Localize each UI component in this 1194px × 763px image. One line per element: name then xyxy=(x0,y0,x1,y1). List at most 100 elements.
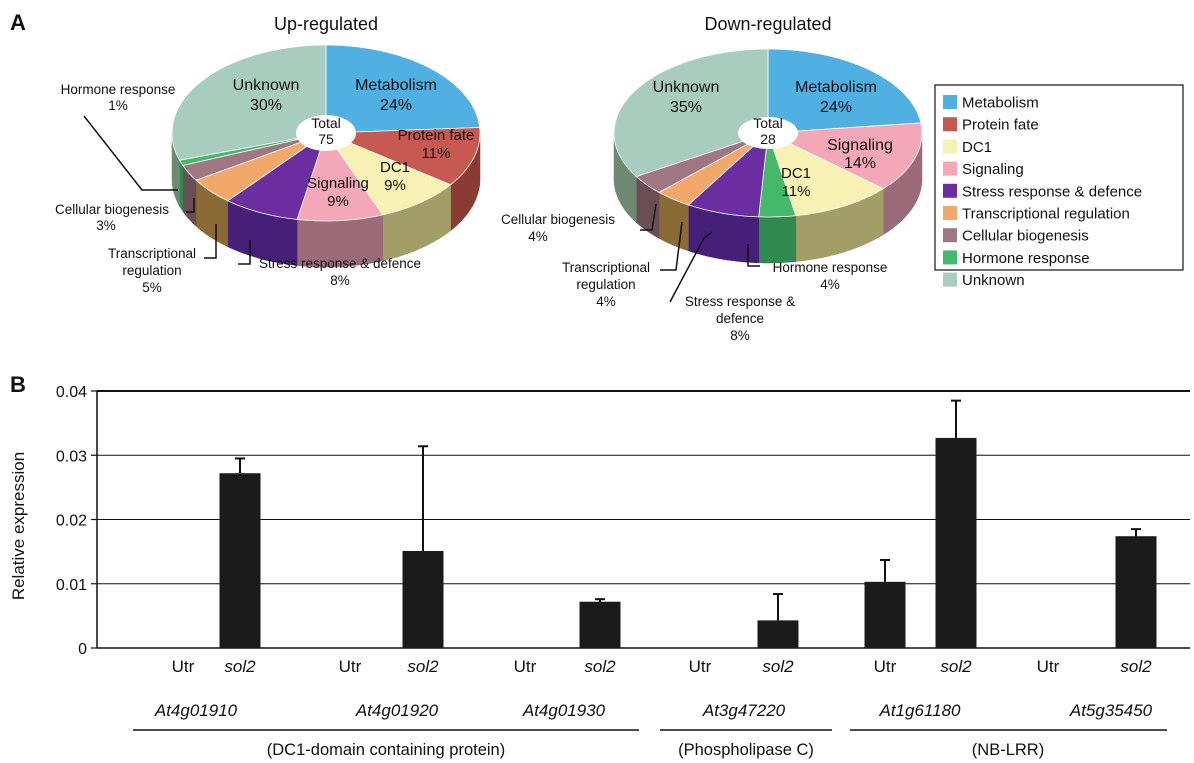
callout-line-transcriptional xyxy=(204,224,217,259)
pie-center-total-label: Total xyxy=(311,115,341,131)
callout-cellular-biogenesis: Cellular biogenesis xyxy=(501,212,615,227)
callout-line-stress xyxy=(669,231,713,303)
bar-sol2-1 xyxy=(219,473,261,648)
category-label-utr: Utr xyxy=(514,657,537,676)
category-label-utr: Utr xyxy=(172,657,195,676)
bar-sol2-11 xyxy=(1115,536,1157,648)
slice-pct-dc1: 9% xyxy=(384,177,406,194)
callout-line-cellular xyxy=(186,198,195,213)
callout-transcriptional-2: regulation xyxy=(576,277,635,292)
callout-transcriptional-1: Transcriptional xyxy=(562,260,650,275)
legend-swatch-signaling xyxy=(943,161,957,176)
legend-label-cellular-biogenesis: Cellular biogenesis xyxy=(962,228,1089,245)
slice-pct-signaling: 9% xyxy=(327,193,349,210)
slice-pct-metabolism: 24% xyxy=(820,99,852,116)
slice-label-unknown: Unknown xyxy=(653,79,720,96)
legend-swatch-dc1 xyxy=(943,139,957,154)
category-label-sol2: sol2 xyxy=(762,657,794,676)
panel-letter-a: A xyxy=(10,10,26,35)
slice-label-dc1: DC1 xyxy=(781,165,811,182)
legend-label-metabolism: Metabolism xyxy=(962,95,1039,112)
callout-hormone-response: Hormone response xyxy=(773,260,888,275)
pie-center-hole xyxy=(296,115,356,151)
pie-slice-dc1 xyxy=(324,132,452,216)
bar-sol2-5 xyxy=(579,601,621,648)
pie-slice-hormone-response xyxy=(178,132,327,166)
slice-pct-unknown: 30% xyxy=(250,97,282,114)
callout-line-cellular xyxy=(640,203,657,231)
pie-slice-metabolism xyxy=(767,48,922,134)
slice-label-signaling: Signaling xyxy=(827,137,893,154)
slice-pct-protein-fate: 11% xyxy=(422,145,451,162)
pie-slice-cellular-biogenesis xyxy=(182,132,327,181)
pie-slice-unknown xyxy=(613,48,769,177)
legend-swatch-hormone-response xyxy=(943,250,957,265)
legend-swatch-unknown xyxy=(943,272,957,287)
legend-label-transcriptional-regulation: Transcriptional regulation xyxy=(962,206,1130,223)
category-label-utr: Utr xyxy=(339,657,362,676)
callout-line-stress xyxy=(238,240,251,265)
pie-chart-up-regulated: Up-regulated Total 75 Metabolism 24% Unk… xyxy=(55,14,481,295)
pie-slice-metabolism xyxy=(325,44,481,134)
group-label-phospholipase-c: (Phospholipase C) xyxy=(678,741,814,759)
bar-sol2-9 xyxy=(935,437,977,648)
slice-label-signaling: Signaling xyxy=(307,175,369,192)
slice-label-metabolism: Metabolism xyxy=(795,79,877,96)
pie-center-hole xyxy=(738,117,798,149)
category-label-sol2: sol2 xyxy=(940,657,972,676)
callout-cellular-biogenesis-pct: 3% xyxy=(96,218,116,233)
pie-slice-stress-response-defence xyxy=(687,131,769,218)
legend: Metabolism Protein fate DC1 Signaling Stress… xyxy=(934,84,1184,289)
callout-transcriptional-pct: 5% xyxy=(142,280,162,295)
legend-swatch-metabolism xyxy=(943,95,957,109)
y-tick-label: 0.03 xyxy=(56,448,87,465)
category-label-utr: Utr xyxy=(1037,657,1060,676)
y-axis-label: Relative expression xyxy=(9,452,28,600)
slice-label-metabolism: Metabolism xyxy=(355,77,437,94)
callout-stress-pct: 8% xyxy=(730,328,750,343)
pie-slice-hormone-response xyxy=(758,132,797,218)
pie-slice-transcriptional-regulation xyxy=(658,132,769,206)
panel-letter-b: B xyxy=(10,372,26,397)
y-tick-label: 0.02 xyxy=(56,513,87,530)
pie-side-hormone-response xyxy=(179,160,184,212)
legend-swatch-transcriptional-regulation xyxy=(943,206,957,220)
pie-slice-signaling xyxy=(766,122,923,190)
group-label-nb-lrr: (NB-LRR) xyxy=(972,741,1044,759)
callout-stress-pct: 8% xyxy=(330,273,350,288)
callout-stress-1: Stress response & xyxy=(685,294,795,309)
slice-label-protein-fate: Protein fate xyxy=(398,127,475,144)
slice-pct-unknown: 35% xyxy=(670,99,702,116)
callout-stress-2: defence xyxy=(716,311,764,326)
y-tick-label: 0.04 xyxy=(56,384,87,401)
y-tick-label: 0.01 xyxy=(56,577,87,594)
pie-title-up: Up-regulated xyxy=(274,14,378,34)
pie-slice-unknown xyxy=(171,44,327,161)
pie-title-down: Down-regulated xyxy=(704,14,831,34)
callout-line-hormone xyxy=(83,115,178,191)
y-tick-label: 0 xyxy=(78,641,87,658)
gene-label-at5g35450: At5g35450 xyxy=(1069,701,1153,720)
category-label-sol2: sol2 xyxy=(584,657,616,676)
gene-label-at4g01930: At4g01930 xyxy=(522,701,606,720)
legend-frame xyxy=(934,84,1184,271)
category-label-sol2: sol2 xyxy=(407,657,439,676)
legend-label-hormone-response: Hormone response xyxy=(962,250,1090,267)
callout-cellular-biogenesis-pct: 4% xyxy=(528,229,548,244)
gene-label-at4g01910: At4g01910 xyxy=(154,701,238,720)
slice-pct-signaling: 14% xyxy=(844,155,876,172)
category-label-utr: Utr xyxy=(874,657,897,676)
callout-stress: Stress response & defence xyxy=(259,256,421,271)
legend-label-protein-fate: Protein fate xyxy=(962,117,1039,134)
legend-swatch-cellular-biogenesis xyxy=(943,228,957,243)
pie-slice-transcriptional-regulation xyxy=(195,132,327,202)
legend-label-signaling: Signaling xyxy=(962,161,1024,178)
bar-utr-8 xyxy=(864,581,906,648)
callout-transcriptional-2: regulation xyxy=(122,263,181,278)
gene-label-at3g47220: At3g47220 xyxy=(702,701,786,720)
callout-hormone-response: Hormone response xyxy=(61,82,176,97)
bar-sol2-7 xyxy=(757,620,799,648)
group-label-dc1-domain-containing-protein: (DC1-domain containing protein) xyxy=(267,741,505,759)
pie-slice-cellular-biogenesis xyxy=(635,132,769,193)
